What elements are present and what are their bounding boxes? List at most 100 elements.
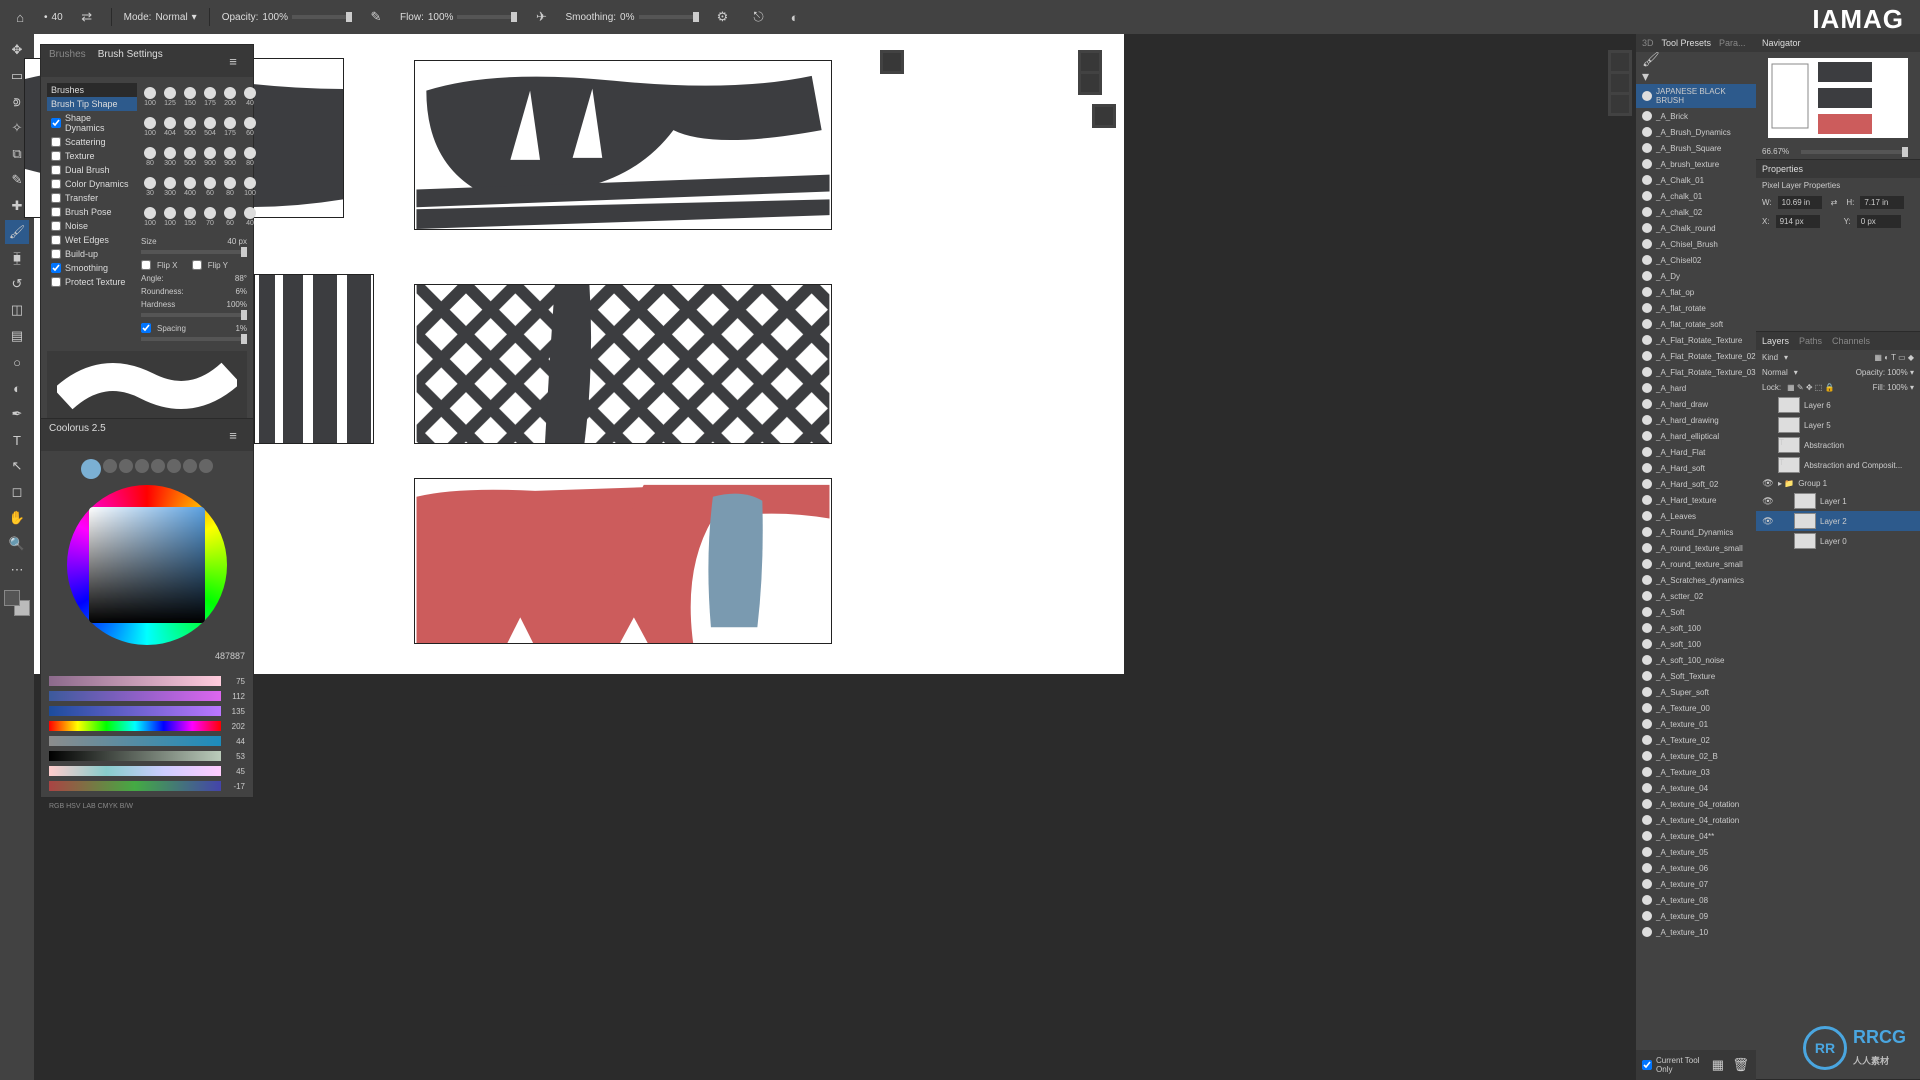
layer-list[interactable]: Layer 6Layer 5TAbstractionTAbstraction a… bbox=[1756, 395, 1920, 551]
preset-item[interactable]: _A_texture_02_B bbox=[1636, 748, 1756, 764]
preset-item[interactable]: _A_Chalk_01 bbox=[1636, 172, 1756, 188]
brush-option[interactable]: Color Dynamics bbox=[47, 177, 137, 191]
preset-item[interactable]: _A_Hard_Flat bbox=[1636, 444, 1756, 460]
zoom-slider[interactable] bbox=[1801, 150, 1908, 154]
tab-tool-presets[interactable]: Tool Presets bbox=[1662, 38, 1712, 48]
preset-item[interactable]: _A_Hard_soft_02 bbox=[1636, 476, 1756, 492]
home-icon[interactable]: ⌂ bbox=[8, 5, 32, 29]
preset-item[interactable]: _A_Brush_Dynamics bbox=[1636, 124, 1756, 140]
flip-y-checkbox[interactable] bbox=[192, 260, 202, 270]
more-tools-icon[interactable]: ⋯ bbox=[5, 558, 29, 582]
brush-option[interactable]: Texture bbox=[47, 149, 137, 163]
layer-row[interactable]: 👁Layer 2 bbox=[1756, 511, 1920, 531]
preset-item[interactable]: _A_hard_drawing bbox=[1636, 412, 1756, 428]
brush-tip-grid[interactable]: 1001251501752004010040450050417560803005… bbox=[141, 83, 247, 231]
panel-menu-icon[interactable]: ≡ bbox=[221, 423, 245, 447]
panel-menu-icon[interactable]: ≡ bbox=[221, 49, 245, 73]
y-field[interactable]: 0 px bbox=[1857, 215, 1901, 228]
brush-option[interactable]: Brush Tip Shape bbox=[47, 97, 137, 111]
preset-item[interactable]: _A_texture_10 bbox=[1636, 924, 1756, 940]
delete-preset-icon[interactable]: 🗑 bbox=[1731, 1053, 1750, 1077]
preset-item[interactable]: _A_flat_rotate bbox=[1636, 300, 1756, 316]
navigator-thumbnail[interactable] bbox=[1768, 58, 1908, 138]
preset-item[interactable]: _A_Chisel02 bbox=[1636, 252, 1756, 268]
preset-item[interactable]: JAPANESE BLACK BRUSH bbox=[1636, 84, 1756, 108]
pressure-opacity-icon[interactable]: ✎ bbox=[364, 5, 388, 29]
preset-item[interactable]: _A_texture_04_rotation bbox=[1636, 796, 1756, 812]
dodge-tool-icon[interactable]: ◐ bbox=[5, 376, 29, 400]
preset-item[interactable]: _A_texture_04_rotation bbox=[1636, 812, 1756, 828]
preset-item[interactable]: _A_chalk_02 bbox=[1636, 204, 1756, 220]
opacity-control[interactable]: Opacity: 100% bbox=[222, 12, 352, 23]
tab-3d[interactable]: 3D bbox=[1642, 38, 1654, 48]
brush-option[interactable]: Scattering bbox=[47, 135, 137, 149]
preset-item[interactable]: _A_flat_rotate_soft bbox=[1636, 316, 1756, 332]
preset-item[interactable]: _A_Soft bbox=[1636, 604, 1756, 620]
brush-option[interactable]: Shape Dynamics bbox=[47, 111, 137, 135]
height-field[interactable]: 7.17 in bbox=[1860, 196, 1904, 209]
preset-item[interactable]: _A_Scratches_dynamics bbox=[1636, 572, 1756, 588]
flip-x-checkbox[interactable] bbox=[141, 260, 151, 270]
angle-value[interactable]: 88° bbox=[235, 274, 247, 283]
preset-item[interactable]: _A_Brick bbox=[1636, 108, 1756, 124]
preset-item[interactable]: _A_round_texture_small bbox=[1636, 556, 1756, 572]
tab-paragraph[interactable]: Para... bbox=[1719, 38, 1746, 48]
preset-item[interactable]: _A_brush_texture bbox=[1636, 156, 1756, 172]
layer-row[interactable]: TAbstraction bbox=[1756, 435, 1920, 455]
preset-item[interactable]: _A_hard_elliptical bbox=[1636, 428, 1756, 444]
swatch-row[interactable] bbox=[81, 459, 213, 479]
stamp-tool-icon[interactable]: ⧯ bbox=[5, 246, 29, 270]
preset-item[interactable]: _A_soft_100 bbox=[1636, 620, 1756, 636]
zoom-tool-icon[interactable]: 🔍 bbox=[5, 532, 29, 556]
preset-item[interactable]: _A_Hard_texture bbox=[1636, 492, 1756, 508]
float-dock-3[interactable] bbox=[1092, 104, 1116, 128]
tab-brush-settings[interactable]: Brush Settings bbox=[98, 49, 163, 73]
tab-channels[interactable]: Channels bbox=[1832, 336, 1870, 346]
preset-item[interactable]: _A_Texture_00 bbox=[1636, 700, 1756, 716]
preset-item[interactable]: _A_Round_Dynamics bbox=[1636, 524, 1756, 540]
preset-item[interactable]: _A_flat_op bbox=[1636, 284, 1756, 300]
path-tool-icon[interactable]: ↖ bbox=[5, 454, 29, 478]
brush-option[interactable]: Transfer bbox=[47, 191, 137, 205]
hex-value[interactable]: 487887 bbox=[215, 651, 245, 661]
preset-item[interactable]: _A_Hard_soft bbox=[1636, 460, 1756, 476]
preset-item[interactable]: _A_Soft_Texture bbox=[1636, 668, 1756, 684]
eraser-tool-icon[interactable]: ◫ bbox=[5, 298, 29, 322]
swap-icon[interactable]: ⇄ bbox=[75, 5, 99, 29]
layer-row[interactable]: Layer 5 bbox=[1756, 415, 1920, 435]
hand-tool-icon[interactable]: ✋ bbox=[5, 506, 29, 530]
float-dock-right[interactable] bbox=[1608, 50, 1632, 116]
float-dock-2[interactable] bbox=[1078, 50, 1102, 95]
history-brush-icon[interactable]: ↺ bbox=[5, 272, 29, 296]
preset-item[interactable]: _A_Texture_02 bbox=[1636, 732, 1756, 748]
hardness-value[interactable]: 100% bbox=[227, 300, 247, 309]
layer-kind[interactable]: Kind bbox=[1762, 353, 1778, 362]
preset-item[interactable]: _A_Texture_03 bbox=[1636, 764, 1756, 780]
brush-option[interactable]: Brush Pose bbox=[47, 205, 137, 219]
x-field[interactable]: 914 px bbox=[1776, 215, 1820, 228]
preset-item[interactable]: _A_round_texture_small bbox=[1636, 540, 1756, 556]
hardness-slider[interactable] bbox=[141, 313, 247, 317]
preset-item[interactable]: _A_hard bbox=[1636, 380, 1756, 396]
tab-navigator[interactable]: Navigator bbox=[1762, 38, 1801, 48]
tab-brushes[interactable]: Brushes bbox=[49, 49, 86, 73]
smoothing-control[interactable]: Smoothing: 0% bbox=[565, 12, 698, 23]
brush-size-field[interactable]: •40 bbox=[44, 12, 63, 23]
current-tool-icon[interactable]: 🖌 ▾ bbox=[1642, 56, 1666, 80]
color-sliders[interactable]: 75112135202445345-17 bbox=[41, 669, 253, 801]
pressure-size-icon[interactable]: ◐ bbox=[783, 5, 807, 29]
preset-item[interactable]: _A_Flat_Rotate_Texture_03 bbox=[1636, 364, 1756, 380]
preset-item[interactable]: _A_Dy bbox=[1636, 268, 1756, 284]
tab-properties[interactable]: Properties bbox=[1762, 164, 1803, 174]
type-tool-icon[interactable]: T bbox=[5, 428, 29, 452]
preset-item[interactable]: _A_texture_09 bbox=[1636, 908, 1756, 924]
new-preset-icon[interactable]: ▦ bbox=[1709, 1053, 1728, 1077]
brush-option[interactable]: Wet Edges bbox=[47, 233, 137, 247]
preset-item[interactable]: _A_texture_05 bbox=[1636, 844, 1756, 860]
brush-option[interactable]: Noise bbox=[47, 219, 137, 233]
flow-control[interactable]: Flow: 100% bbox=[400, 12, 517, 23]
layer-row[interactable]: 👁Layer 1 bbox=[1756, 491, 1920, 511]
preset-item[interactable]: _A_Chisel_Brush bbox=[1636, 236, 1756, 252]
layer-row[interactable]: Layer 0 bbox=[1756, 531, 1920, 551]
brush-tool-icon[interactable]: 🖌 bbox=[5, 220, 29, 244]
